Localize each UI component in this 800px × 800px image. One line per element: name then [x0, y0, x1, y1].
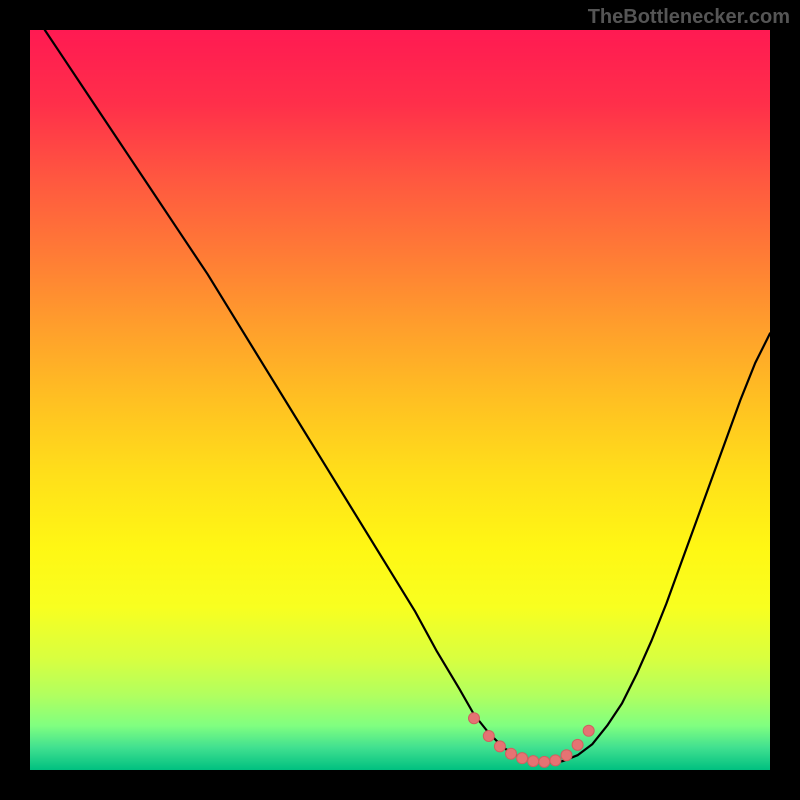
optimal-point-marker [469, 713, 480, 724]
optimal-point-marker [494, 741, 505, 752]
curve-layer [30, 30, 770, 770]
optimal-point-marker [483, 730, 494, 741]
plot-area [30, 30, 770, 770]
optimal-point-marker [517, 753, 528, 764]
marker-group [469, 713, 595, 768]
optimal-point-marker [550, 755, 561, 766]
optimal-point-marker [583, 725, 594, 736]
optimal-point-marker [506, 748, 517, 759]
optimal-point-marker [561, 750, 572, 761]
watermark-text: TheBottlenecker.com [588, 6, 790, 29]
bottleneck-curve [45, 30, 770, 763]
optimal-point-marker [539, 756, 550, 767]
optimal-point-marker [528, 756, 539, 767]
chart-container: TheBottlenecker.com [0, 0, 800, 800]
optimal-point-marker [572, 739, 583, 750]
